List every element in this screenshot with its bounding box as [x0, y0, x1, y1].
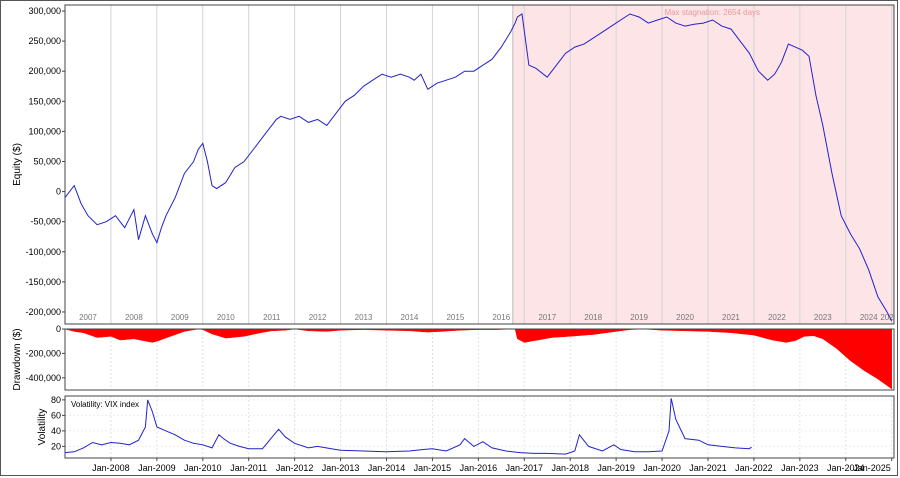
volatility-y-axis-label: Volatility: [37, 409, 48, 446]
equity-y-tick-label: 250,000: [28, 36, 61, 46]
volatility-plot-frame: [64, 395, 895, 459]
equity-y-axis-label: Equity ($): [12, 143, 23, 186]
equity-y-ticks: 300,000 250,000 200,000 150,000 100,000 50,00…: [25, 6, 65, 317]
volatility-x-tick-label: Jan-2019: [597, 463, 635, 473]
volatility-x-tick-label: Jan-2021: [689, 463, 727, 473]
equity-year-label: 2018: [584, 313, 602, 322]
drawdown-y-tick-label: -200,000: [25, 348, 61, 358]
stagnation-annotation: Max stagnation: 2654 days: [664, 8, 760, 17]
volatility-x-tick-label: Jan-2011: [230, 463, 267, 473]
equity-year-label: 2023: [814, 313, 832, 322]
volatility-y-tick-label: 20: [51, 441, 61, 451]
equity-year-label: 2024: [860, 313, 878, 322]
volatility-y-tick-label: 80: [51, 395, 61, 405]
equity-year-label: 2009: [171, 313, 189, 322]
volatility-x-tick-label: Jan-2018: [551, 463, 589, 473]
volatility-x-tick-label: Jan-2012: [276, 463, 314, 473]
equity-y-tick-label: 50,000: [33, 156, 61, 166]
equity-year-label: 2016: [492, 313, 510, 322]
volatility-gridlines: [65, 396, 894, 458]
volatility-x-tick-label: Jan-2014: [368, 463, 406, 473]
equity-line: [64, 13, 893, 322]
equity-year-label: 2014: [401, 313, 419, 322]
drawdown-y-axis-label: Drawdown ($): [12, 328, 23, 390]
equity-year-label: 2011: [263, 313, 281, 322]
equity-year-label: 2013: [355, 313, 373, 322]
volatility-x-tick-label: Jan-2013: [322, 463, 360, 473]
drawdown-y-ticks: 0 -200,000 -400,000: [25, 324, 65, 383]
vix-line: [64, 398, 752, 455]
equity-year-label: 2008: [125, 313, 143, 322]
drawdown-y-tick-label: 0: [56, 324, 61, 334]
volatility-x-tick-label: Jan-2010: [184, 463, 222, 473]
volatility-x-tick-label: Jan-2017: [506, 463, 544, 473]
equity-gridlines: [110, 5, 893, 324]
equity-y-tick-label: 0: [56, 187, 61, 197]
volatility-x-tick-label: Jan-2008: [92, 463, 130, 473]
equity-year-label: 2015: [446, 313, 464, 322]
equity-y-tick-label: 150,000: [28, 96, 61, 106]
drawdown-panel: 0 -200,000 -400,000 Drawdown ($): [12, 324, 895, 391]
volatility-x-tick-label: Jan-2024: [827, 463, 865, 473]
equity-y-tick-label: 300,000: [28, 6, 61, 16]
volatility-x-tick-label: Jan-2016: [460, 463, 498, 473]
drawdown-y-tick-label: -400,000: [25, 373, 61, 383]
equity-year-label: 2020: [676, 313, 694, 322]
volatility-x-tick-label: Jan-2015: [414, 463, 452, 473]
volatility-x-tick-label: Jan-2009: [138, 463, 176, 473]
volatility-x-tick-label: Jan-2025: [853, 463, 891, 473]
equity-y-tick-label: -50,000: [30, 217, 61, 227]
volatility-y-tick-label: 60: [51, 410, 61, 420]
equity-year-labels: 2007 2008 2009 2010 2011 2012 2013 2014 2015 2016…: [79, 313, 894, 322]
equity-year-label: 2010: [217, 313, 235, 322]
equity-y-tick-label: -100,000: [25, 247, 61, 257]
equity-year-label: 2012: [309, 313, 327, 322]
drawdown-area: [64, 328, 892, 390]
equity-y-tick-label: -150,000: [25, 277, 61, 287]
volatility-x-tick-label: Jan-2020: [643, 463, 681, 473]
equity-y-tick-label: 100,000: [28, 126, 61, 136]
equity-panel: 300,000 250,000 200,000 150,000 100,000 50,00…: [12, 4, 895, 325]
equity-year-label: 202: [880, 313, 894, 322]
volatility-title: Volatility: VIX index: [71, 400, 139, 409]
drawdown-plot-frame: [64, 328, 895, 391]
equity-year-label: 2021: [722, 313, 740, 322]
equity-year-label: 2019: [630, 313, 648, 322]
volatility-y-ticks: 80 60 40 20: [51, 395, 65, 451]
equity-year-label: 2022: [768, 313, 786, 322]
equity-y-tick-label: -200,000: [25, 307, 61, 317]
equity-year-label: 2017: [538, 313, 556, 322]
equity-plot-frame: [64, 4, 895, 325]
volatility-x-ticks: Jan-2008 Jan-2009 Jan-2010 Jan-2011 Jan-2012…: [92, 458, 893, 473]
volatility-x-tick-label: Jan-2023: [781, 463, 819, 473]
equity-year-label: 2007: [79, 313, 97, 322]
volatility-x-tick-label: Jan-2022: [735, 463, 773, 473]
volatility-y-tick-label: 40: [51, 426, 61, 436]
equity-y-tick-label: 200,000: [28, 66, 61, 76]
